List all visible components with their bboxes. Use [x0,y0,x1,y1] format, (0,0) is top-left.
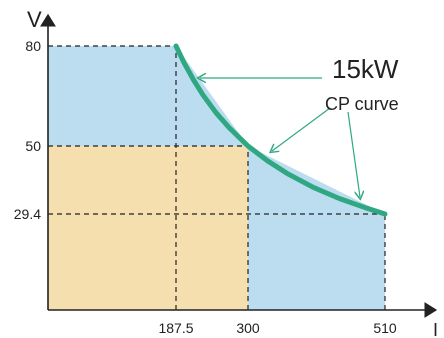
x-tick-label-2: 510 [373,320,397,336]
y-tick-label-2: 29.4 [14,206,41,222]
y-tick-label-1: 50 [25,138,41,154]
annotation-arrow-1 [272,107,331,151]
regions-layer [48,46,385,310]
y-axis-label: V [27,7,42,32]
series-line-0 [173,43,388,217]
x-tick-label-0: 187.5 [158,320,193,336]
annotation-power: 15kW [332,54,399,84]
annotation-arrows [200,78,360,197]
curve-layer [173,43,388,217]
guides-layer [48,45,386,310]
y-tick-label-0: 80 [25,38,41,54]
inner-rectangle-region [48,146,248,310]
annotation-curve-label: CP curve [325,94,399,114]
x-tick-label-1: 300 [236,320,260,336]
tick-labels: 187.5 300 510 80 50 29.4 [14,38,397,336]
annotation-arrow-2 [347,111,360,197]
x-axis-label: I [433,320,438,338]
